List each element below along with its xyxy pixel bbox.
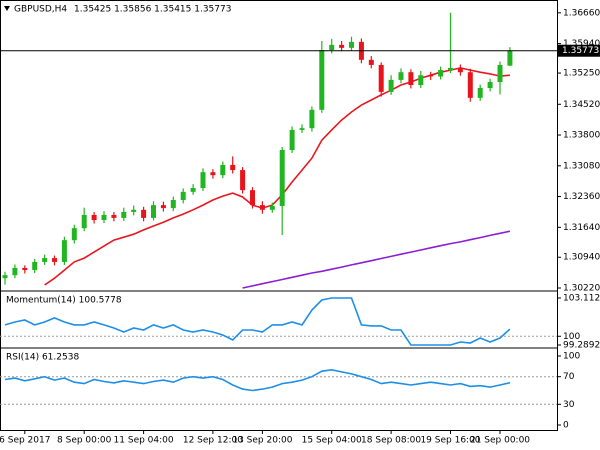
candle-body xyxy=(200,172,206,189)
candle-body xyxy=(141,209,147,218)
y-tick-label: 100 xyxy=(563,352,580,362)
indicator-title: RSI(14) 61.2538 xyxy=(6,353,79,363)
x-tick-label: 6 Sep 2017 xyxy=(0,436,50,446)
y-tick-label: 1.33080 xyxy=(563,161,600,171)
candle-body xyxy=(279,149,285,206)
moving-average xyxy=(44,67,510,286)
x-tick-label: 15 Sep 04:00 xyxy=(302,436,362,446)
y-tick-label: 1.33800 xyxy=(563,131,600,141)
candle-body xyxy=(170,199,176,209)
candle-body xyxy=(448,67,453,71)
candle-body xyxy=(151,205,156,218)
candle-body xyxy=(131,209,137,212)
candle-body xyxy=(339,44,345,48)
candle-body xyxy=(319,49,325,110)
candle-body xyxy=(12,267,18,276)
y-tick-label: 1.36660 xyxy=(563,8,600,18)
x-tick-label: 18 Sep 08:00 xyxy=(361,436,421,446)
chart-title: GBPUSD,H4 xyxy=(14,5,67,15)
x-tick-label: 19 Sep 16:00 xyxy=(420,436,480,446)
candle-body xyxy=(81,214,87,229)
candle-body xyxy=(457,67,463,73)
candle-body xyxy=(230,164,236,171)
y-tick-label: 1.30940 xyxy=(563,253,600,263)
candle-body xyxy=(250,190,255,206)
candle-body xyxy=(477,88,483,98)
candle-body xyxy=(507,50,513,66)
candle-body xyxy=(22,267,28,271)
y-tick-label: 1.31640 xyxy=(563,223,600,233)
y-tick-label: 103.112 xyxy=(563,294,600,304)
y-tick-label: 99.2892 xyxy=(563,341,600,351)
candle-body xyxy=(259,205,265,210)
candle-body xyxy=(210,172,216,176)
candle-body xyxy=(101,214,107,221)
y-tick-label: 1.35250 xyxy=(563,69,600,79)
candle-body xyxy=(398,72,404,80)
candle-body xyxy=(269,205,275,210)
candle-body xyxy=(368,59,374,65)
y-tick-label: 70 xyxy=(563,372,575,382)
candle-body xyxy=(240,170,246,191)
candle-body xyxy=(329,44,335,50)
candle-body xyxy=(220,164,226,176)
candle-body xyxy=(52,258,57,262)
y-tick-label: 1.30220 xyxy=(563,284,600,294)
candle-body xyxy=(61,240,67,262)
candle-body xyxy=(2,275,8,279)
x-tick-label: 11 Sep 04:00 xyxy=(114,436,174,446)
candle-body xyxy=(42,258,48,262)
candle-body xyxy=(467,72,473,98)
last-price-tag xyxy=(558,44,600,57)
candle-body xyxy=(190,188,196,192)
y-tick-label: 1.34520 xyxy=(563,100,600,110)
candle-body xyxy=(299,128,305,130)
candle-body xyxy=(160,205,166,209)
collapse-icon[interactable] xyxy=(4,6,10,11)
candle-body xyxy=(91,214,97,221)
candle-body xyxy=(428,75,434,77)
x-tick-label: 8 Sep 00:00 xyxy=(57,436,112,446)
candle-body xyxy=(378,64,384,92)
y-tick-label: 0 xyxy=(563,421,569,431)
frame xyxy=(0,0,558,431)
x-tick-label: 13 Sep 20:00 xyxy=(232,436,292,446)
indicator-line xyxy=(4,297,511,346)
candle-body xyxy=(388,79,394,92)
x-tick-label: 12 Sep 12:00 xyxy=(183,436,243,446)
ohlc-readout: 1.35425 1.35856 1.35415 1.35773 xyxy=(74,5,231,15)
candle-body xyxy=(32,261,38,271)
candle-body xyxy=(180,191,186,200)
candle-body xyxy=(418,75,424,86)
candle-body xyxy=(408,72,414,86)
moving-average xyxy=(242,230,511,289)
candle-body xyxy=(111,214,117,218)
candle-body xyxy=(309,109,315,129)
candle-body xyxy=(497,64,503,83)
last-price-label: 1.35773 xyxy=(562,46,599,56)
y-tick-label: 1.32360 xyxy=(563,192,600,202)
candle-body xyxy=(487,82,493,89)
y-tick-label: 30 xyxy=(563,400,575,410)
indicator-title: Momentum(14) 100.5778 xyxy=(6,296,122,306)
candle-body xyxy=(438,70,444,77)
y-tick-label: 100 xyxy=(563,332,580,342)
x-tick-label: 21 Sep 00:00 xyxy=(470,436,530,446)
candle-body xyxy=(121,211,127,218)
candle-body xyxy=(71,228,77,241)
indicator-line xyxy=(4,368,511,392)
y-tick-label: 1.35940 xyxy=(563,39,600,49)
candle-body xyxy=(289,129,295,150)
candle-body xyxy=(349,41,354,48)
